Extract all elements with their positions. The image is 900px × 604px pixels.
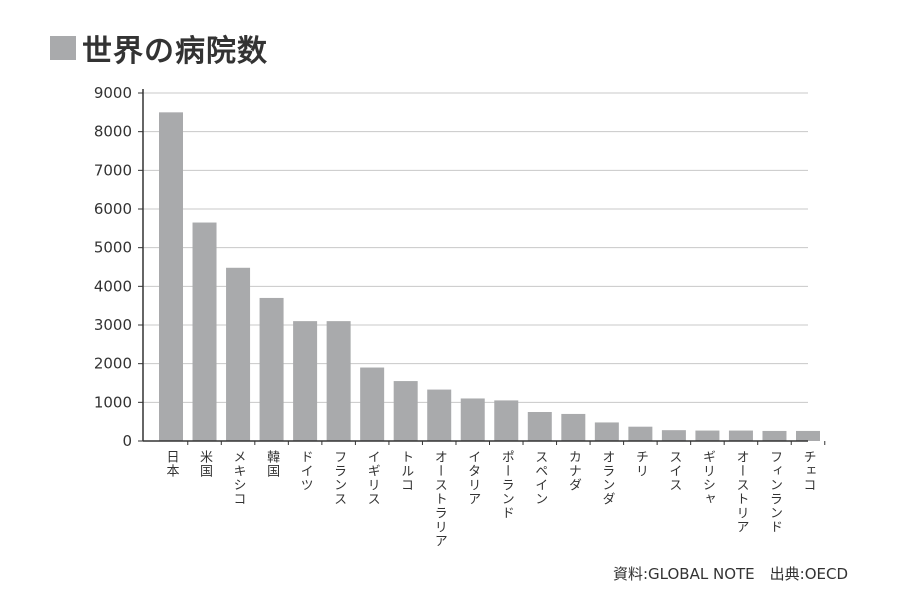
x-tick-label: チリ (633, 450, 648, 478)
bar (527, 412, 552, 441)
x-tick-label: イタリア (465, 450, 480, 506)
bar (326, 321, 351, 441)
x-tick-label: ドイツ (298, 450, 313, 492)
y-tick-label: 6000 (94, 200, 132, 218)
x-tick-label: フランス (331, 450, 346, 506)
bar (460, 398, 485, 441)
chart-title: 世界の病院数 (82, 34, 268, 69)
x-tick-label: チェコ (801, 450, 816, 492)
bar (293, 321, 318, 441)
bar (728, 430, 753, 441)
bar (796, 430, 820, 441)
y-tick-label: 3000 (94, 316, 132, 334)
y-tick-label: 0 (122, 432, 132, 450)
x-tick-label: ポーランド (499, 450, 514, 520)
x-tick-label: ギリシャ (700, 450, 715, 506)
y-tick-label: 2000 (94, 355, 132, 373)
bar (594, 422, 619, 441)
bar (427, 389, 452, 441)
axes (138, 89, 826, 445)
y-tick-label: 9000 (94, 84, 132, 102)
y-tick-label: 1000 (94, 393, 132, 411)
bar (159, 112, 183, 441)
x-tick-label: オーストリア (733, 450, 748, 534)
source-note: 資料:GLOBAL NOTE 出典:OECD (612, 565, 848, 583)
bar (695, 430, 720, 441)
x-tick-label: 韓国 (264, 450, 280, 478)
chart-title-group: 世界の病院数 (50, 26, 268, 70)
bar (561, 413, 586, 441)
x-axis-labels: 日本 米国 メキシコ 韓国 ドイツ フランス イギリス トルコ オーストラリア イタリア ポーランド… (164, 450, 816, 548)
title-marker (50, 36, 76, 60)
bar (494, 400, 519, 441)
bar (259, 297, 284, 441)
x-tick-label: トルコ (398, 450, 413, 492)
x-tick-label: スイス (666, 450, 681, 492)
x-tick-label: オランダ (599, 450, 614, 506)
x-tick-label: フィンランド (767, 450, 782, 534)
y-tick-label: 5000 (94, 239, 132, 257)
bars (159, 112, 820, 441)
bar (661, 430, 686, 441)
bar (360, 367, 385, 441)
bar (393, 381, 418, 441)
x-tick-label: メキシコ (231, 450, 246, 506)
bar (628, 426, 653, 441)
bar (226, 267, 251, 441)
x-tick-label: オーストラリア (432, 450, 447, 548)
x-tick-label: 日本 (164, 450, 180, 478)
bar (192, 222, 217, 441)
y-axis-ticks: 0 1000 2000 3000 4000 5000 6000 7000 8000 9000 (94, 84, 132, 450)
y-tick-label: 4000 (94, 277, 132, 295)
x-tick-label: イギリス (365, 450, 380, 506)
y-tick-label: 8000 (94, 123, 132, 141)
x-tick-label: カナダ (566, 450, 581, 492)
gridlines (143, 92, 808, 403)
bar (762, 430, 787, 441)
x-tick-label: 米国 (197, 450, 213, 478)
x-tick-label: スペイン (532, 450, 548, 506)
y-tick-label: 7000 (94, 161, 132, 179)
